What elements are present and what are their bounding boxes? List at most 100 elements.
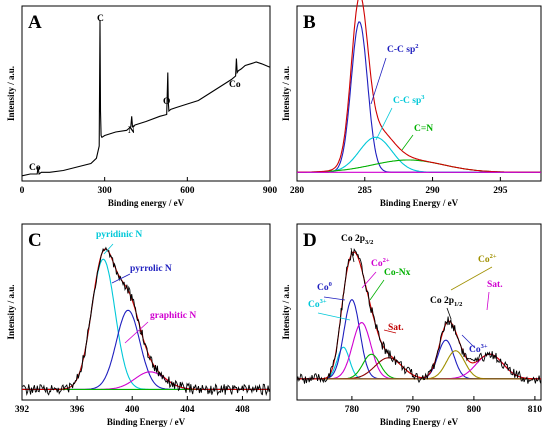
panel-letter: D <box>303 230 317 251</box>
x-axis-label: Binding Energy / eV <box>380 417 459 427</box>
annotation-superscript: 0 <box>329 281 332 288</box>
annotation-label: Co <box>229 80 241 90</box>
annotation-text: N <box>128 126 135 136</box>
x-tick-label: 290 <box>425 186 440 196</box>
x-axis-label: Binding energy / eV <box>108 198 185 208</box>
leader-line <box>370 57 387 105</box>
annotation-label: graphitic N <box>150 311 196 321</box>
series-line <box>297 353 541 380</box>
annotation-label: Co-Nx <box>384 268 411 278</box>
panel-b: 280 285 290 295 Binding Energy / eV Intensity… <box>281 0 542 208</box>
annotation-text: Co <box>229 80 241 90</box>
x-tick-label: 790 <box>406 405 421 415</box>
leader-line <box>369 279 385 301</box>
leader-line <box>446 307 452 320</box>
annotation-text: C-C sp <box>387 45 415 55</box>
annotation-label: Co0 <box>317 281 332 293</box>
annotation-text: Sat. <box>487 280 503 290</box>
x-tick-label: 295 <box>493 186 508 196</box>
series-line <box>297 353 541 380</box>
y-axis-label: Intensity / a.u. <box>281 66 291 121</box>
annotation-text: pyridinic N <box>96 230 142 240</box>
leader-line <box>461 334 476 349</box>
series-line <box>21 19 271 177</box>
annotation-text: Co <box>29 163 41 173</box>
x-tick-label: 600 <box>180 186 195 196</box>
series-line <box>296 248 542 384</box>
leader-line <box>383 329 397 334</box>
annotation-label: Co 2p1/2 <box>430 296 462 308</box>
leader-line <box>375 107 393 141</box>
series-line <box>21 246 271 397</box>
annotation-text: Sat. <box>388 323 404 333</box>
leader-line <box>111 273 131 284</box>
annotation-superscript: 3+ <box>320 298 327 305</box>
series-line <box>22 248 270 390</box>
series-line <box>22 309 270 390</box>
annotation-text: Co <box>317 283 329 293</box>
annotation-text: Co <box>308 300 320 310</box>
x-tick-label: 900 <box>263 186 278 196</box>
y-axis-label: Intensity / a.u. <box>6 66 16 121</box>
annotation-superscript: 2 <box>415 43 418 50</box>
annotation-label: Sat. <box>487 280 503 290</box>
x-tick-label: 0 <box>20 186 25 196</box>
x-axis-label: Binding Energy / eV <box>380 198 459 208</box>
panel-d: 780 790 800 810 Binding Energy / eV Intensity… <box>281 223 542 427</box>
series-line <box>297 136 541 173</box>
annotation-label: N <box>128 126 135 136</box>
leader-line <box>124 321 149 344</box>
annotation-label: C-C sp3 <box>393 94 425 106</box>
x-tick-label: 400 <box>125 405 140 415</box>
plot-frame <box>296 223 542 401</box>
x-tick-label: 780 <box>345 405 360 415</box>
annotation-text: Co 2p <box>430 296 454 306</box>
leader-line <box>350 247 355 263</box>
annotation-label: O <box>163 97 170 107</box>
annotation-text: Co <box>478 255 490 265</box>
annotation-subscript: 3/2 <box>365 239 373 246</box>
annotation-superscript: 3 <box>421 94 425 101</box>
plot-frame <box>21 5 271 182</box>
annotation-superscript: 2+ <box>490 253 497 260</box>
leader-line <box>486 291 490 311</box>
y-axis-label: Intensity / a.u. <box>6 284 16 339</box>
annotation-label: C=N <box>414 124 433 134</box>
x-tick-label: 408 <box>235 405 250 415</box>
annotation-label: Co 2p3/2 <box>341 234 373 246</box>
plot-frame <box>21 223 271 401</box>
annotation-text: Co 2p <box>341 234 365 244</box>
annotation-subscript: 1/2 <box>454 301 462 308</box>
panel-a: 0 300 600 900 Binding energy / eV Intensity /… <box>6 5 278 208</box>
x-axis-label: Binding Energy / eV <box>107 417 186 427</box>
annotation-label: Sat. <box>388 323 404 333</box>
annotation-text: C <box>97 14 104 24</box>
panel-letter: C <box>28 230 42 251</box>
x-tick-label: 300 <box>98 186 113 196</box>
x-tick-label: 404 <box>180 405 195 415</box>
annotation-text: C-C sp <box>393 96 421 106</box>
series-line <box>297 159 541 173</box>
annotation-text: Co-Nx <box>384 268 411 278</box>
panel-letter: A <box>28 12 42 33</box>
annotation-label: C-C sp2 <box>387 43 419 55</box>
x-tick-label: 280 <box>290 186 305 196</box>
x-tick-label: 396 <box>70 405 85 415</box>
x-tick-label: 392 <box>15 405 30 415</box>
annotation-text: C=N <box>414 124 433 134</box>
annotation-superscript: 2+ <box>383 257 390 264</box>
annotation-label: Co3+ <box>469 343 488 355</box>
x-tick-label: 285 <box>358 186 373 196</box>
annotation-label: Co2+ <box>478 253 497 265</box>
annotation-text: Co <box>371 259 383 269</box>
annotation-label: pyrrolic N <box>130 264 172 274</box>
annotation-superscript: 3+ <box>481 343 488 350</box>
annotation-label: pyridinic N <box>96 230 142 240</box>
panel-letter: B <box>303 12 316 33</box>
annotation-text: graphitic N <box>150 311 196 321</box>
leader-line <box>323 296 346 301</box>
x-tick-label: 800 <box>467 405 482 415</box>
annotation-text: pyrrolic N <box>130 264 172 274</box>
series-line <box>297 299 541 380</box>
